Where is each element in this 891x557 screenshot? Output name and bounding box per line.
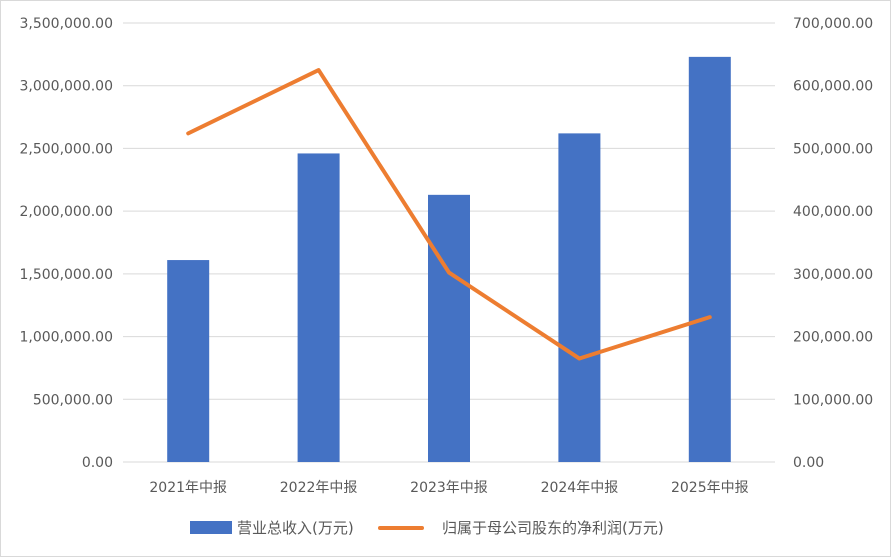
right-y-tick-label: 500,000.00 <box>793 141 873 157</box>
right-y-tick-label: 400,000.00 <box>793 204 873 220</box>
x-tick-label: 2021年中报 <box>149 480 227 496</box>
revenue-bar <box>558 133 601 462</box>
right-y-tick-label: 600,000.00 <box>793 79 873 95</box>
revenue-bar <box>428 194 470 462</box>
x-tick-label: 2022年中报 <box>280 480 358 496</box>
revenue-bar <box>297 153 340 462</box>
right-y-tick-label: 100,000.00 <box>793 392 873 408</box>
right-y-tick-label: 0.00 <box>793 455 824 471</box>
right-y-tick-label: 700,000.00 <box>793 16 873 32</box>
left-y-tick-label: 2,000,000.00 <box>19 204 113 220</box>
right-y-tick-label: 200,000.00 <box>793 330 873 346</box>
revenue-bar <box>688 56 731 462</box>
left-y-tick-label: 0.00 <box>82 455 113 471</box>
x-axis: 2021年中报 2022年中报 2023年中报 2024年中报 2025年中报 <box>149 480 748 496</box>
left-y-tick-label: 3,000,000.00 <box>19 79 113 95</box>
x-tick-label: 2025年中报 <box>671 480 749 496</box>
legend-bar-swatch <box>190 521 232 534</box>
left-y-tick-label: 1,000,000.00 <box>19 330 113 346</box>
left-y-tick-label: 2,500,000.00 <box>19 141 113 157</box>
left-y-tick-label: 1,500,000.00 <box>19 267 113 283</box>
right-y-tick-label: 300,000.00 <box>793 267 873 283</box>
revenue-bars <box>167 56 731 462</box>
right-y-axis: 0.00 100,000.00 200,000.00 300,000.00 400,00… <box>793 16 873 471</box>
profit-line <box>186 68 712 361</box>
revenue-bar <box>167 260 210 462</box>
x-tick-label: 2024年中报 <box>541 480 619 496</box>
legend-label-net-profit: 归属于母公司股东的净利润(万元) <box>442 519 664 537</box>
legend: 营业总收入(万元) 归属于母公司股东的净利润(万元) <box>190 519 664 537</box>
legend-label-revenue: 营业总收入(万元) <box>237 519 354 537</box>
left-y-axis: 0.00 500,000.00 1,000,000.00 1,500,000.00 2,… <box>19 16 113 471</box>
left-y-tick-label: 500,000.00 <box>33 392 113 408</box>
x-tick-label: 2023年中报 <box>410 480 488 496</box>
left-y-tick-label: 3,500,000.00 <box>19 16 113 32</box>
